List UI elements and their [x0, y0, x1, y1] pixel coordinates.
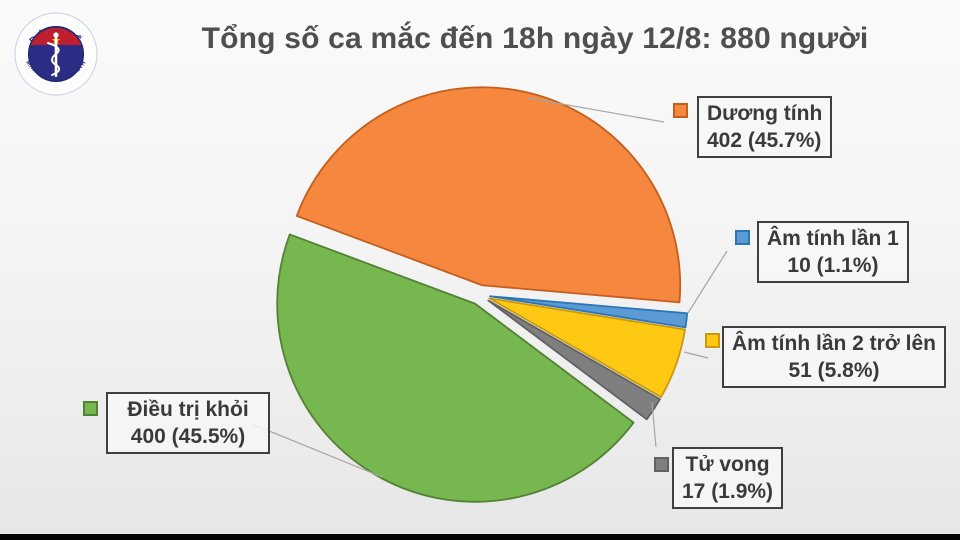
chart-title: Tổng số ca mắc đến 18h ngày 12/8: 880 ng… — [201, 22, 869, 55]
leader-line-dieu-tri-khoi — [251, 423, 383, 478]
label-title: Âm tính lần 2 trở lên — [732, 332, 936, 355]
label-value: 10 (1.1%) — [787, 254, 879, 277]
label-value: 51 (5.8%) — [788, 359, 880, 382]
label-title: Dương tính — [707, 102, 823, 125]
legend-marker-duong-tinh — [673, 103, 688, 118]
legend-marker-tu-vong — [654, 457, 669, 472]
logo-staff-knob — [53, 32, 59, 38]
legend-marker-am-tinh-lan-1 — [735, 230, 750, 245]
logo-snake-icon — [47, 42, 61, 76]
bottom-bar — [0, 534, 960, 540]
label-value: 17 (1.9%) — [682, 480, 774, 503]
leader-line-am-tinh-lan-1 — [687, 250, 728, 314]
label-value: 400 (45.5%) — [130, 425, 246, 448]
label-duong-tinh: Dương tính 402 (45.7%) — [697, 96, 833, 158]
pie-slice-tu-vong — [487, 299, 661, 421]
ministry-of-health-logo: BỘ Y TẾ MINISTRY OF HEALTH ★ — [14, 12, 98, 96]
label-title: Âm tính lần 1 — [767, 227, 899, 250]
label-title: Tử vong — [685, 453, 770, 476]
label-tu-vong: Tử vong 17 (1.9%) — [672, 447, 784, 509]
label-value: 402 (45.7%) — [707, 129, 822, 152]
leader-line-am-tinh-lan-2-tro-len — [683, 351, 709, 359]
pie-slice-dieu-tri-khoi — [276, 233, 635, 503]
label-am-tinh-lan-1: Âm tính lần 1 10 (1.1%) — [757, 221, 909, 283]
pie-slice-am-tinh-lan-1 — [489, 295, 689, 329]
leader-line-tu-vong — [651, 401, 657, 448]
legend-marker-am-tinh-lan-2 — [705, 333, 720, 348]
label-am-tinh-lan-2: Âm tính lần 2 trở lên 51 (5.8%) — [722, 326, 946, 388]
label-title: Điều trị khỏi — [127, 398, 249, 421]
leader-line-duong-tinh — [527, 97, 665, 123]
label-dieu-tri-khoi: Điều trị khỏi 400 (45.5%) — [106, 392, 270, 454]
pie-slice-duong-tinh — [295, 86, 682, 304]
legend-marker-dieu-tri-khoi — [83, 401, 98, 416]
pie-slice-am-tinh-lan-2-tro-len — [488, 297, 686, 398]
